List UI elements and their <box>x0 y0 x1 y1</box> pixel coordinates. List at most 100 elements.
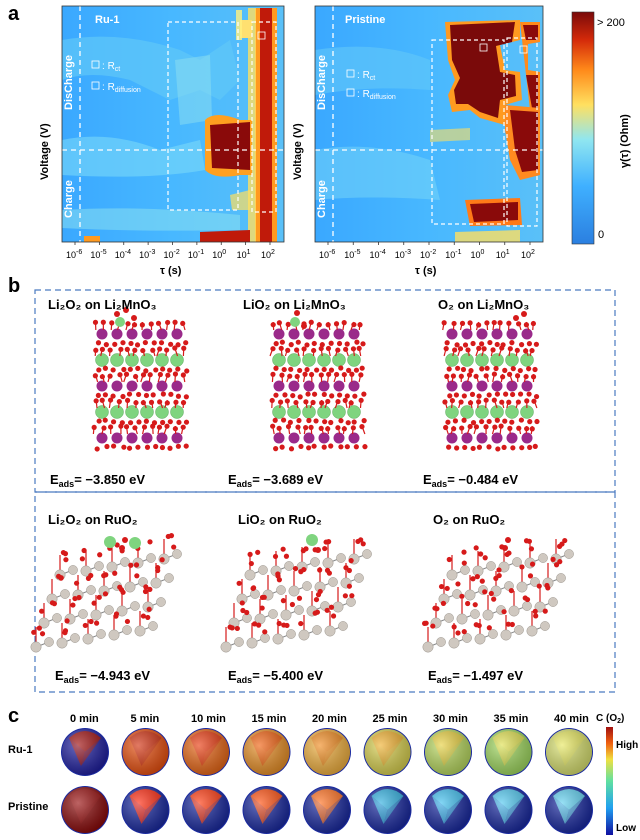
xtick-label: 10-4 <box>370 249 386 260</box>
adsorption-energy-1: Eads= −3.689 eV <box>228 472 323 489</box>
map1-title: Ru-1 <box>95 14 119 26</box>
concentration-sphere <box>182 728 230 776</box>
concentration-sphere <box>121 786 170 834</box>
colorbar-c-title-sub: 2 <box>617 718 621 725</box>
structure-title-4: LiO₂ on RuO₂ <box>238 512 322 527</box>
concentration-sphere <box>242 786 291 834</box>
concentration-sphere <box>121 728 170 776</box>
structure-ruo2 <box>421 537 574 653</box>
colorbar-c-title: C (O <box>596 713 617 724</box>
heatmap-ru1 <box>61 5 285 243</box>
time-label: 25 min <box>373 713 408 725</box>
adsorption-energy-2: Eads= −0.484 eV <box>423 472 518 489</box>
structure-title-0: Li₂O₂ on Li₂MnO₃ <box>48 297 157 312</box>
time-label: 20 min <box>312 713 347 725</box>
xtick-label: 10-5 <box>90 249 106 260</box>
concentration-sphere <box>424 786 472 834</box>
xtick-label: 101 <box>237 249 251 260</box>
xtick-label: 102 <box>261 249 275 260</box>
xtick-label: 10-6 <box>66 249 82 260</box>
panel-a-label: a <box>8 3 20 25</box>
map1-charge: Charge <box>63 180 75 218</box>
map1-xlabel: τ (s) <box>160 265 182 277</box>
adsorption-energy-5: Eads= −1.497 eV <box>428 668 523 685</box>
structure-li2mno3 <box>441 319 540 452</box>
map2-rdiff-sub: diffusion <box>370 94 396 101</box>
map2-rct: R <box>363 70 370 81</box>
concentration-sphere <box>303 728 351 776</box>
map1-xticks: 10-6 10-5 10-4 10-3 10-2 10-1 100 101 102 <box>66 242 275 260</box>
panel-b-label: b <box>8 275 20 297</box>
xtick-label: 100 <box>471 249 485 260</box>
concentration-sphere <box>61 728 109 776</box>
concentration-sphere <box>484 728 533 776</box>
structure-title-2: O₂ on Li₂MnO₃ <box>438 297 529 312</box>
box-ruo2 <box>34 491 616 693</box>
xtick-label: 10-2 <box>164 249 180 260</box>
concentration-sphere <box>424 728 472 776</box>
time-label: 35 min <box>494 713 529 725</box>
colorbar-high: High <box>616 740 638 751</box>
xtick-label: 10-5 <box>344 249 360 260</box>
xtick-label: 101 <box>496 249 510 260</box>
row-label-pristine: Pristine <box>8 801 48 813</box>
xtick-label: 10-4 <box>115 249 131 260</box>
time-label: 40 min <box>554 713 589 725</box>
colorbar-top-label: > 200 <box>597 17 625 29</box>
structure-title-5: O₂ on RuO₂ <box>433 512 505 527</box>
time-label: 30 min <box>433 713 468 725</box>
time-label: 10 min <box>191 713 226 725</box>
structure-ruo2 <box>220 537 372 653</box>
concentration-sphere <box>484 786 533 834</box>
adsorption-energy-0: Eads= −3.850 eV <box>50 472 145 489</box>
map2-xlabel: τ (s) <box>415 265 437 277</box>
xtick-label: 10-3 <box>139 249 155 260</box>
map2-xticks: 10-6 10-5 10-4 10-3 10-2 10-1 100 101 102 <box>319 242 535 260</box>
xtick-label: 10-3 <box>395 249 411 260</box>
panel-c-label: c <box>8 705 19 727</box>
map2-title: Pristine <box>345 14 385 26</box>
xtick-label: 10-1 <box>445 249 461 260</box>
xtick-label: 10-6 <box>319 249 335 260</box>
map1-rdiff-sub: diffusion <box>115 87 141 94</box>
map1-ylabel: Voltage (V) <box>39 123 51 180</box>
structure-li2mno3 <box>91 319 190 452</box>
time-label: 5 min <box>131 713 160 725</box>
concentration-sphere <box>61 786 109 834</box>
row-label-ru1: Ru-1 <box>8 744 32 756</box>
adsorption-energy-4: Eads= −5.400 eV <box>228 668 323 685</box>
svg-text:C (O2): C (O2) <box>596 713 624 725</box>
xtick-label: 10-1 <box>188 249 204 260</box>
map1-discharge: DisCharge <box>63 55 75 110</box>
concentration-sphere <box>545 728 593 776</box>
map2-rdiff: R <box>363 89 370 100</box>
colorbar-gamma <box>571 11 595 245</box>
time-label: 15 min <box>252 713 287 725</box>
map2-rct-sub: ct <box>370 75 376 82</box>
xtick-label: 100 <box>212 249 226 260</box>
concentration-sphere <box>363 728 412 776</box>
colorbar-bottom-label: 0 <box>598 229 604 241</box>
concentration-sphere <box>545 786 593 834</box>
colorbar-low: Low <box>616 823 636 834</box>
concentration-sphere <box>363 786 412 834</box>
concentration-sphere <box>303 786 351 834</box>
map2-ylabel: Voltage (V) <box>292 123 304 180</box>
heatmap-pristine <box>314 5 544 243</box>
structure-ruo2 <box>30 533 182 653</box>
colorbar-concentration <box>606 727 613 835</box>
map1-rct: R <box>108 61 115 72</box>
adsorption-energy-3: Eads= −4.943 eV <box>55 668 150 685</box>
structure-title-3: Li₂O₂ on RuO₂ <box>48 512 138 527</box>
xtick-label: 102 <box>521 249 535 260</box>
time-label: 0 min <box>70 713 99 725</box>
map2-discharge: DisCharge <box>316 55 328 110</box>
map1-rct-sub: ct <box>115 66 121 73</box>
map1-rdiff: R <box>108 82 115 93</box>
structure-title-1: LiO₂ on Li₂MnO₃ <box>243 297 346 312</box>
concentration-sphere <box>242 728 291 776</box>
colorbar-title: γ(τ) (Ohm) <box>619 114 631 168</box>
map2-charge: Charge <box>316 180 328 218</box>
structure-li2mno3 <box>269 319 368 452</box>
